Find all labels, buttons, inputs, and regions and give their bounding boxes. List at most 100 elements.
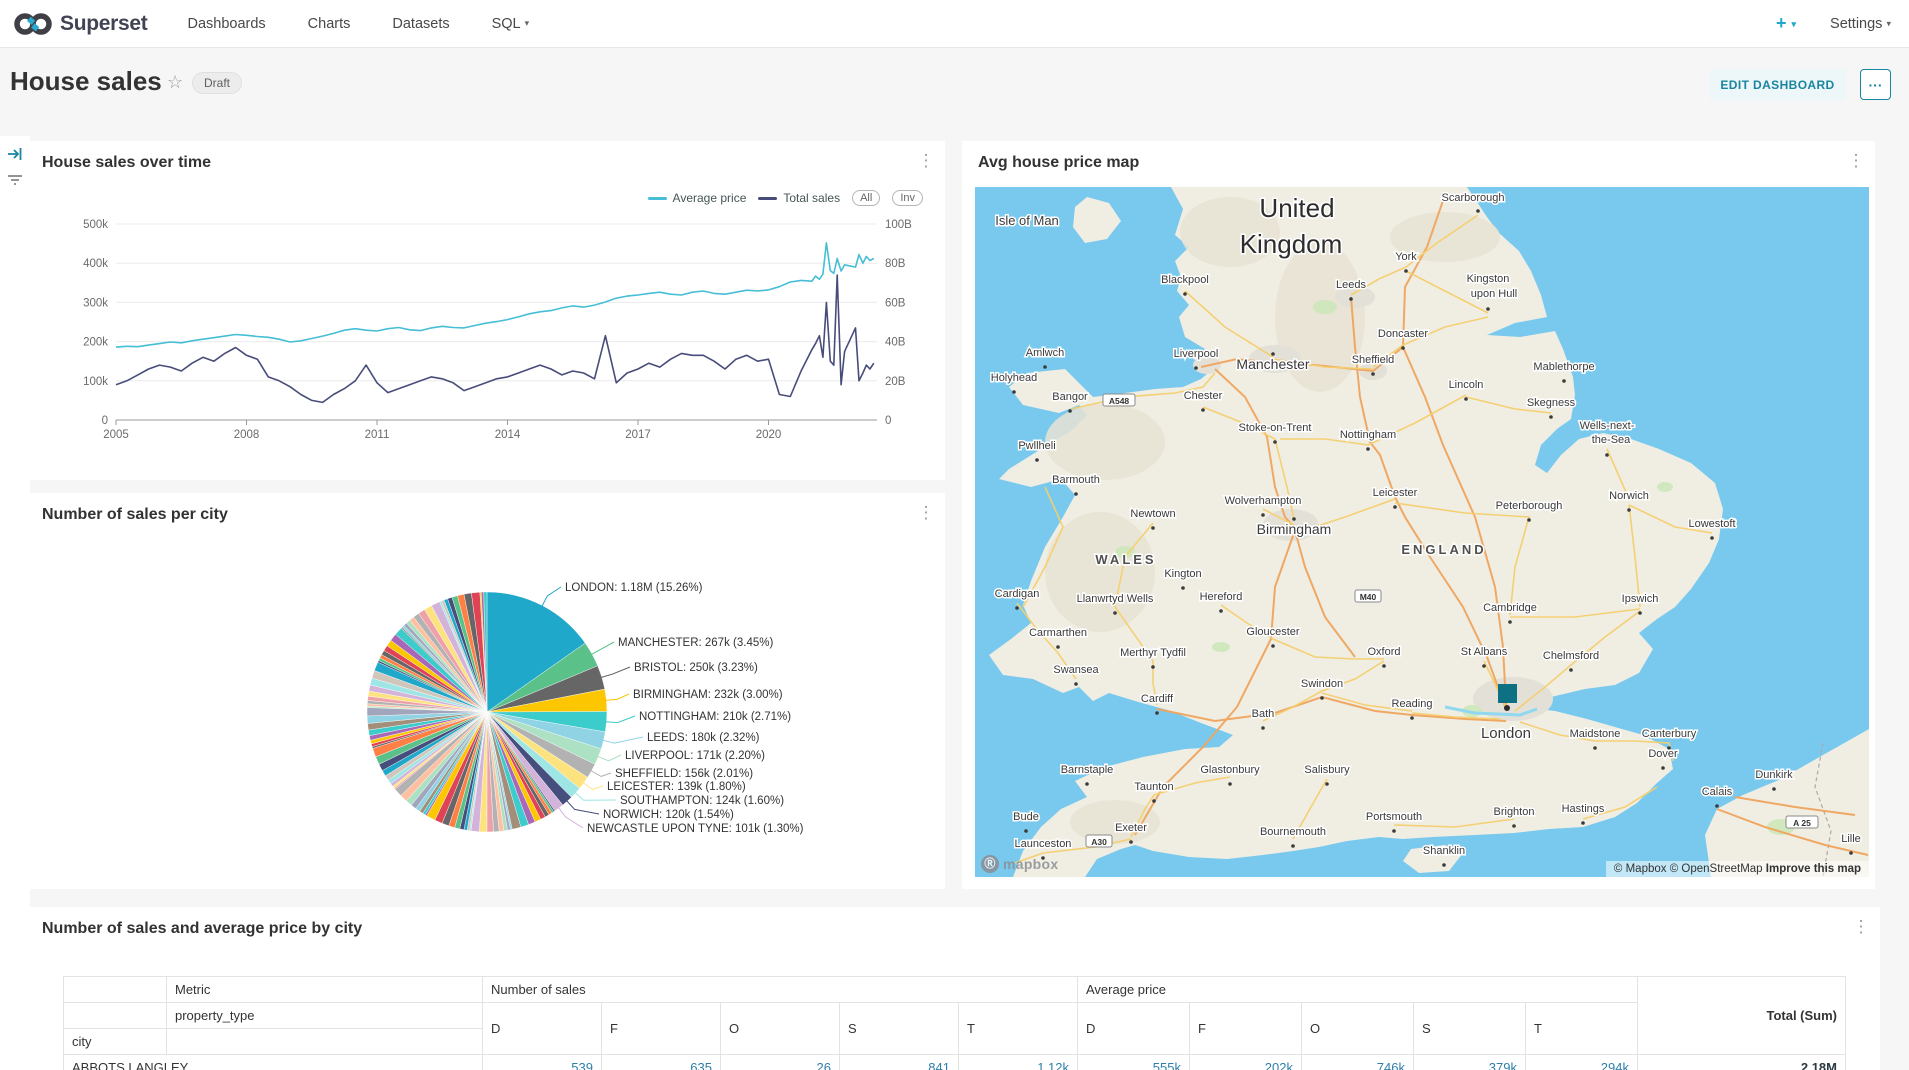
- map-city-label: Lowestoft: [1688, 518, 1735, 530]
- legend-swatch: [758, 196, 778, 200]
- map-city-label: Bournemouth: [1260, 826, 1326, 838]
- nav-item-dashboards[interactable]: Dashboards: [187, 15, 266, 32]
- superset-infinity-icon: [14, 12, 52, 35]
- pie-callout-line: [602, 736, 644, 744]
- map-city-label: Launceston: [1015, 838, 1072, 850]
- map-city-dot: [1627, 508, 1631, 512]
- map-city-dot: [1041, 856, 1045, 860]
- y-axis-right-tick: 60B: [885, 297, 906, 309]
- dashboard-title: House sales: [10, 66, 162, 96]
- map-city-dot: [1261, 513, 1265, 517]
- legend-all-button[interactable]: All: [852, 190, 881, 206]
- map-city-label: Swindon: [1301, 678, 1343, 690]
- expand-filter-bar-icon[interactable]: [7, 146, 23, 162]
- chart-title: Number of sales and average price by cit…: [42, 920, 363, 937]
- map-city-label: Norwich: [1609, 490, 1649, 502]
- pie-slice-label: MANCHESTER: 267k (3.45%): [618, 637, 773, 649]
- legend-item-average-price[interactable]: Average price: [647, 191, 746, 205]
- map-city-dot: [1382, 664, 1386, 668]
- map-road-badge: [1354, 589, 1382, 603]
- mapbox-attribution-link[interactable]: © Mapbox: [1613, 863, 1667, 875]
- pivot-blank-cell: [166, 1028, 483, 1055]
- nav-item-sql[interactable]: SQL ▾: [491, 15, 530, 32]
- pie-slice-label: SHEFFIELD: 156k (2.01%): [615, 768, 753, 780]
- map-city-dot: [1410, 716, 1414, 720]
- map-attribution: © Mapbox © OpenStreetMap Improve this ma…: [1605, 861, 1869, 877]
- pie-slice-label: BIRMINGHAM: 232k (3.00%): [633, 689, 783, 701]
- map-city-label: Wells-next-: [1580, 420, 1635, 432]
- map-city-label: Exeter: [1115, 822, 1147, 834]
- pivot-subcolumn-header: T: [1525, 1002, 1638, 1055]
- nav-item-charts[interactable]: Charts: [307, 15, 351, 32]
- chart-title: Number of sales per city: [42, 506, 228, 523]
- chart-options-button[interactable]: ⋮: [1847, 151, 1865, 170]
- y-axis-right-tick: 80B: [885, 258, 906, 270]
- x-axis-tick: 2011: [365, 429, 390, 441]
- map-city-label: Canterbury: [1642, 728, 1697, 740]
- map-city-label: Llanwrtyd Wells: [1077, 593, 1154, 605]
- pivot-row-total: 2.18M: [1637, 1054, 1846, 1070]
- map-city-dot: [1562, 379, 1566, 383]
- caret-down-icon: ▾: [1886, 18, 1891, 29]
- legend-item-total-sales[interactable]: Total sales: [758, 191, 840, 205]
- map-city-dot: [1349, 297, 1353, 301]
- osm-attribution-link[interactable]: © OpenStreetMap: [1669, 863, 1763, 875]
- line-chart-canvas[interactable]: 500k 100B 400k 80B 300k 60B 200k 40B 100k 20B 0 0 20…: [26, 203, 945, 458]
- settings-menu[interactable]: Settings ▾: [1830, 15, 1891, 32]
- map-city-label: Leeds: [1336, 279, 1366, 291]
- pie-slice[interactable]: [483, 591, 488, 713]
- map-city-dot: [1074, 682, 1078, 686]
- map-city-label: Cardiff: [1141, 693, 1174, 705]
- mapbox-map[interactable]: United Kingdom ENGLAND WALES Isle of Man Scar…: [975, 187, 1869, 877]
- map-marker-london[interactable]: [1498, 684, 1517, 711]
- pie-slice-label: LONDON: 1.18M (15.26%): [565, 582, 703, 594]
- map-city-dot: [1442, 863, 1446, 867]
- filter-icon[interactable]: [7, 172, 23, 188]
- nav-item-datasets[interactable]: Datasets: [392, 15, 450, 32]
- pivot-value-cell: 202k: [1189, 1054, 1302, 1070]
- y-axis-left-tick: 100k: [83, 376, 108, 388]
- map-city-dot: [1667, 746, 1671, 750]
- improve-map-link[interactable]: Improve this map: [1765, 863, 1861, 875]
- superset-logo[interactable]: Superset: [14, 11, 148, 37]
- y-axis-left-tick: 400k: [83, 258, 108, 270]
- map-city-label: Dunkirk: [1755, 769, 1793, 781]
- map-city-label: Glastonbury: [1200, 764, 1260, 776]
- map-city-dot: [1035, 458, 1039, 462]
- y-axis-left-tick: 200k: [83, 337, 108, 349]
- edit-dashboard-button[interactable]: EDIT DASHBOARD: [1709, 69, 1846, 100]
- collapsed-filter-bar: [0, 136, 30, 1070]
- map-land-great-britain: [989, 187, 1723, 877]
- map-city-label: Maidstone: [1570, 728, 1621, 740]
- chart-options-button[interactable]: ⋮: [917, 151, 935, 170]
- map-road-badge: [1785, 815, 1819, 829]
- pivot-property-type-header: property_type: [166, 1002, 483, 1029]
- dashboard-more-button[interactable]: ···: [1860, 69, 1891, 100]
- map-city-dot: [1392, 829, 1396, 833]
- legend-inv-button[interactable]: Inv: [892, 190, 923, 206]
- chart-card-pivot-table: Number of sales and average price by cit…: [26, 907, 1880, 1070]
- map-city-label: Reading: [1392, 698, 1433, 710]
- chart-options-button[interactable]: ⋮: [917, 503, 935, 522]
- map-city-dot: [1113, 611, 1117, 615]
- chart-options-button[interactable]: ⋮: [1852, 917, 1870, 936]
- map-city-label: Manchester: [1236, 356, 1309, 372]
- map-city-label: Scarborough: [1442, 192, 1505, 204]
- map-city-dot: [1476, 209, 1480, 213]
- dashboard-header: House sales ☆ Draft EDIT DASHBOARD ···: [0, 48, 1909, 136]
- pie-slice-label: NEWCASTLE UPON TYNE: 101k (1.30%): [587, 823, 804, 835]
- map-city-label: Carmarthen: [1029, 627, 1087, 639]
- map-city-dot: [1201, 408, 1205, 412]
- map-land-france: [1705, 729, 1869, 877]
- pie-chart-canvas[interactable]: LONDON: 1.18M (15.26%) MANCHESTER: 267k (…: [26, 533, 945, 889]
- favorite-star-icon[interactable]: ☆: [167, 72, 184, 92]
- map-city-dot: [1593, 746, 1597, 750]
- map-city-label: Pwllheli: [1018, 440, 1055, 452]
- pivot-data-row: ABBOTS LANGLEY 539 635 26 841 1.12k 555k 202k 74…: [63, 1054, 1846, 1070]
- pie-callout-line: [541, 586, 562, 607]
- new-item-button[interactable]: + ▾: [1775, 13, 1797, 33]
- mapbox-logo[interactable]: Ⓡ mapbox: [981, 855, 1058, 873]
- map-country-label: Kingdom: [1240, 229, 1343, 259]
- pie-callout-line: [590, 770, 612, 777]
- pivot-value-cell: 746k: [1301, 1054, 1414, 1070]
